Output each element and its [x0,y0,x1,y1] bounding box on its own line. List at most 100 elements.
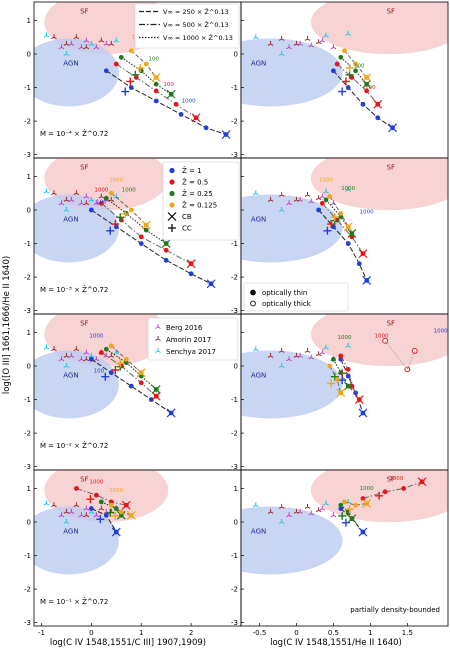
z025-point [323,197,329,203]
z1-point [338,506,344,511]
z0125-point [143,61,149,67]
agn-region [34,506,119,575]
y-tick-label: -1 [231,240,238,248]
legend-metallicity-label: CB [182,213,192,221]
berg-point [78,356,85,362]
berg-point [78,44,85,50]
amorin-point [98,193,105,199]
agn-label: AGN [251,60,266,68]
z0125-point [334,377,340,382]
z05-point [163,247,169,253]
berg-point [83,349,90,355]
z0125-point [128,207,134,213]
y-tick-label: 1 [234,485,238,493]
amorin-point [304,503,311,509]
amorin-point [51,190,57,196]
z05-point [93,492,99,498]
agn-label: AGN [251,216,266,224]
agn-region [34,350,119,419]
amorin-point [293,40,300,46]
cc-marker [323,226,332,235]
senchya-point [63,207,70,212]
senchya-point [63,363,70,368]
axes-frame [240,469,449,627]
legend-observation-label: Amorin 2017 [166,336,211,344]
legend-metallicity-label: CC [182,225,192,233]
y-axis-label: log([O III] 1661,1666/He II 1640) [2,256,12,394]
y-tick-label: -1 [24,240,31,248]
berg-point [83,193,90,199]
y-tick-label: -2 [231,118,238,126]
sf-region [310,470,448,523]
z1-point [163,257,169,263]
x-tick-label: 2 [189,629,193,637]
amorin-point [304,191,311,197]
z1-point [360,101,366,107]
berg-point [93,200,100,206]
velocity-label: 1000 [122,188,136,194]
z1-point [103,512,109,518]
cb-marker [358,408,368,418]
y-tick-label: -2 [24,118,31,126]
senchya-point [88,196,95,202]
sf-label: SF [387,320,395,328]
amorin-point [293,196,300,202]
y-tick-label: 0 [234,51,238,59]
z1-point [153,98,159,104]
cb-marker [347,229,357,238]
cb-marker [336,388,346,398]
senchya-point [252,502,259,508]
z1-point [178,111,184,117]
y-tick-label: -3 [24,619,31,627]
amorin-point [51,502,57,508]
z1-point [103,68,109,74]
berg-point [93,44,100,50]
z0125-point [342,48,347,54]
sf-label: SF [387,8,395,16]
cb-marker [362,73,372,82]
cc-marker [136,64,145,73]
cb-marker [186,259,196,269]
cb-marker [111,527,121,537]
agn-region [241,38,343,107]
cb-marker [362,79,372,89]
berg-point [319,349,326,355]
amorin-point [267,196,274,202]
cb-marker [166,408,176,418]
y-tick-label: -2 [231,586,238,594]
z025-point [338,54,344,60]
model-track [362,481,423,499]
cb-marker [126,510,136,520]
senchya-point [345,342,352,348]
berg-point [83,37,90,43]
senchya-point [43,32,50,38]
berg-point [68,352,75,358]
amorin-point [278,191,285,197]
y-tick-label: 0 [27,51,31,59]
z05-point [382,489,388,495]
z0125-point [353,61,358,67]
senchya-point [323,500,329,506]
agn-label: AGN [63,528,78,536]
velocity-label: 1000 [434,328,448,334]
cc-marker [86,495,95,504]
senchya-point [88,40,95,46]
z05-point [349,75,355,80]
z05-point [173,101,179,107]
velocity-label: 1000 [109,177,123,183]
x-tick-label: 0 [89,629,93,637]
legend-depth-marker [250,289,256,296]
legend-cb-marker [167,212,177,221]
z05-point [360,496,366,501]
velocity-label: 1000 [94,188,108,194]
thick-point [411,348,418,354]
sf-label: SF [80,320,88,328]
sf-label: SF [80,164,88,172]
y-tick-label: -1 [24,396,31,404]
cc-marker [338,87,347,96]
x-axis-label-left: log(C IV 1548,1551/C III] 1907,1909) [50,638,206,648]
mdot-label: Ṁ = 10⁻³ × Ẑ^0.72 [40,285,108,294]
cb-marker [358,249,368,259]
y-tick-label: 0 [234,519,238,527]
